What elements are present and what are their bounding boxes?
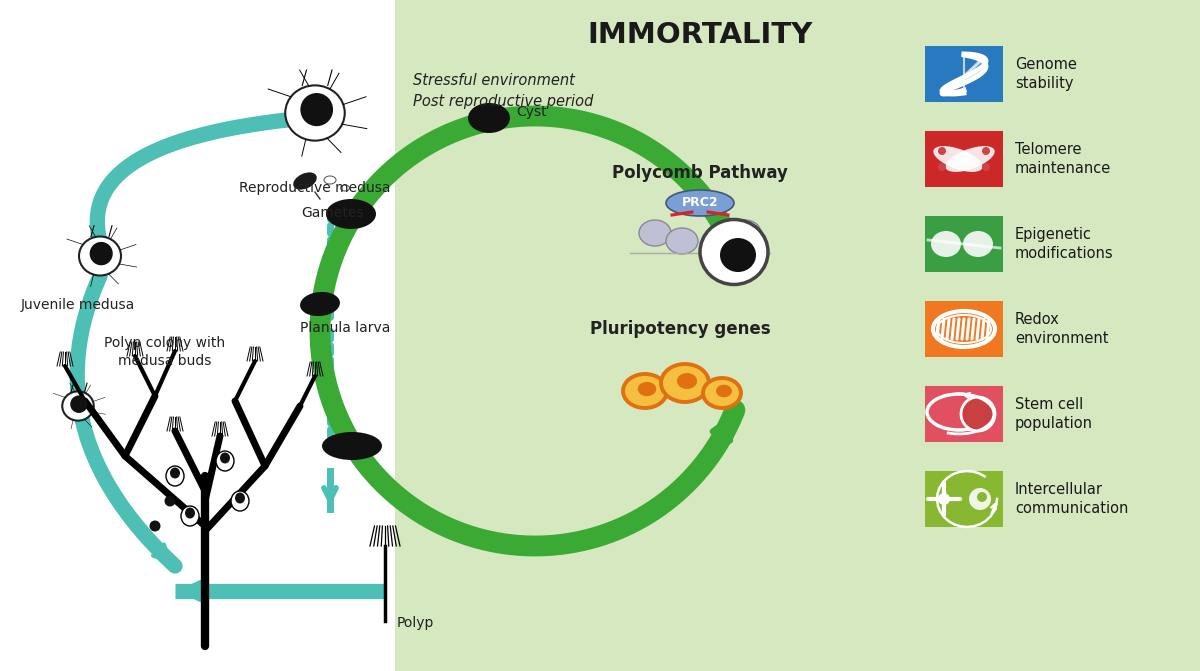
Ellipse shape <box>938 163 946 171</box>
Ellipse shape <box>623 374 667 408</box>
Bar <box>395 0 1200 671</box>
Text: Pluripotency genes: Pluripotency genes <box>589 320 770 338</box>
Ellipse shape <box>666 228 698 254</box>
Ellipse shape <box>322 432 382 460</box>
Ellipse shape <box>977 492 986 502</box>
Ellipse shape <box>235 493 245 503</box>
Text: Polyp colony with
medusa buds: Polyp colony with medusa buds <box>104 336 226 368</box>
Ellipse shape <box>164 495 175 507</box>
Ellipse shape <box>71 395 88 413</box>
Ellipse shape <box>964 231 994 257</box>
Ellipse shape <box>220 452 230 464</box>
Text: Redox
environment: Redox environment <box>1015 312 1109 346</box>
Ellipse shape <box>326 199 376 229</box>
Ellipse shape <box>185 507 194 519</box>
Ellipse shape <box>181 506 199 526</box>
Ellipse shape <box>937 315 991 343</box>
Ellipse shape <box>62 391 94 421</box>
Ellipse shape <box>946 146 995 172</box>
Text: Epigenetic
modifications: Epigenetic modifications <box>1015 227 1114 261</box>
Text: PRC2: PRC2 <box>682 197 719 209</box>
Text: Polycomb Pathway: Polycomb Pathway <box>612 164 788 182</box>
Bar <box>925 386 1003 442</box>
Ellipse shape <box>286 85 344 141</box>
Ellipse shape <box>982 163 990 171</box>
Ellipse shape <box>216 451 234 471</box>
Ellipse shape <box>934 146 983 172</box>
Text: Stem cell
population: Stem cell population <box>1015 397 1093 431</box>
Text: Cyst: Cyst <box>516 105 547 119</box>
Ellipse shape <box>468 103 510 133</box>
Text: Gametes: Gametes <box>301 206 365 220</box>
Ellipse shape <box>166 466 184 486</box>
Bar <box>925 131 1003 187</box>
Ellipse shape <box>300 93 334 126</box>
Ellipse shape <box>300 292 340 316</box>
Ellipse shape <box>931 231 961 257</box>
Ellipse shape <box>666 190 734 216</box>
Text: Stressful environment
Post reproductive period: Stressful environment Post reproductive … <box>413 73 593 109</box>
Ellipse shape <box>640 220 671 246</box>
Ellipse shape <box>982 147 990 155</box>
Ellipse shape <box>79 236 121 276</box>
Ellipse shape <box>970 488 991 510</box>
Ellipse shape <box>934 311 995 347</box>
Ellipse shape <box>677 373 697 389</box>
Text: Telomere
maintenance: Telomere maintenance <box>1015 142 1111 176</box>
Text: Juvenile medusa: Juvenile medusa <box>20 298 136 312</box>
Text: Planula larva: Planula larva <box>300 321 390 335</box>
Bar <box>925 471 1003 527</box>
Ellipse shape <box>341 185 349 191</box>
Bar <box>925 301 1003 357</box>
Ellipse shape <box>150 521 161 531</box>
Ellipse shape <box>961 397 995 431</box>
Ellipse shape <box>716 384 732 397</box>
Bar <box>925 216 1003 272</box>
Text: Intercellular
communication: Intercellular communication <box>1015 482 1128 516</box>
Ellipse shape <box>730 220 761 246</box>
Ellipse shape <box>956 153 972 165</box>
Bar <box>925 46 1003 102</box>
Ellipse shape <box>637 382 656 396</box>
Ellipse shape <box>703 378 742 408</box>
Ellipse shape <box>170 468 180 478</box>
Ellipse shape <box>293 172 317 190</box>
Ellipse shape <box>90 242 113 265</box>
Text: IMMORTALITY: IMMORTALITY <box>587 21 812 49</box>
Ellipse shape <box>230 491 250 511</box>
Text: Polyp: Polyp <box>397 616 434 630</box>
Text: Genome
stability: Genome stability <box>1015 57 1076 91</box>
Ellipse shape <box>938 493 950 505</box>
Ellipse shape <box>324 176 336 184</box>
Ellipse shape <box>700 219 768 285</box>
Ellipse shape <box>702 228 734 254</box>
Ellipse shape <box>720 238 756 272</box>
Ellipse shape <box>661 364 709 402</box>
Ellipse shape <box>938 147 946 155</box>
Text: Reproductive medusa: Reproductive medusa <box>239 181 391 195</box>
